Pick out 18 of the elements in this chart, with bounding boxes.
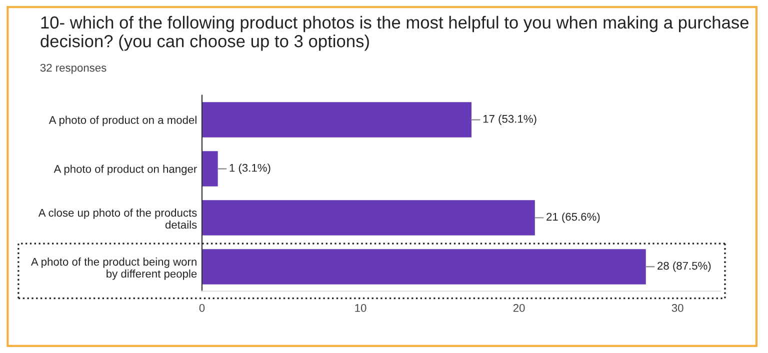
x-tick-label: 10 [355,304,366,312]
y-tick-label: A close up photo of the products details [38,208,197,229]
y-tick-label: A photo of product on a model [48,116,196,126]
bar [202,102,472,138]
x-tick-label: 0 [199,304,205,312]
text: 32 responses [40,64,106,74]
data-label: 21 (65.6%) [546,212,600,223]
y-tick-label: A photo of product on hanger [54,164,197,176]
data-label: 1 (3.1%) [230,164,270,174]
y-tick-label: A photo of the product being worn by different people [30,258,197,280]
bar [202,200,535,236]
data-label: 28 (87.5%) [658,262,711,272]
bar [202,249,646,284]
x-tick-label: 30 [672,304,684,312]
data-label: 17 (53.1%) [483,114,536,125]
x-tick-label: 20 [513,304,525,312]
bar [202,151,218,186]
chart-title: 10- which of the following product photos is the most helpful to you when making a purchase decision? (you can choose up to 3 options) [40,16,748,51]
